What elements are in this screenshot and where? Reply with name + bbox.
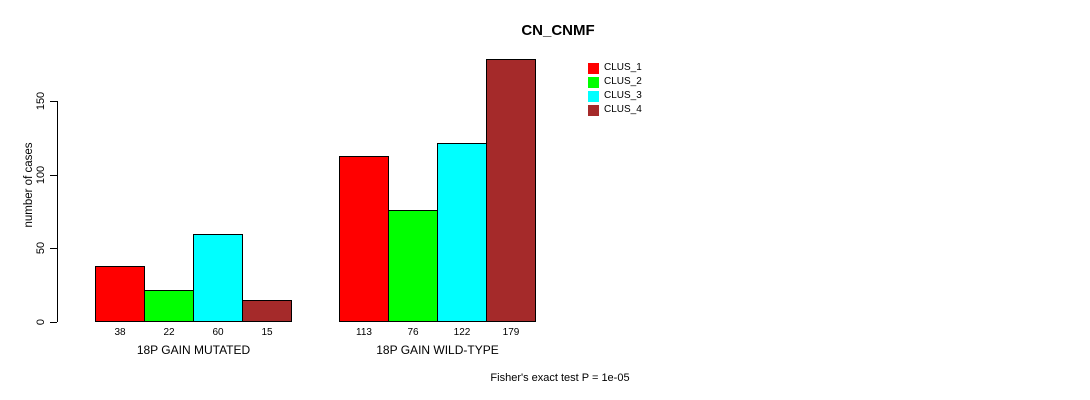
bar-value-label: 15	[261, 327, 273, 338]
legend-label: CLUS_3	[604, 90, 642, 101]
bar-clus_4	[242, 300, 292, 322]
y-axis-tick-label: 50	[35, 241, 47, 255]
legend-item: CLUS_3	[588, 90, 642, 102]
bar-clus_3	[193, 234, 243, 322]
y-axis-tick	[50, 322, 57, 323]
y-axis-tick	[50, 101, 57, 102]
y-axis-tick-label: 150	[35, 91, 47, 111]
legend-label: CLUS_2	[604, 76, 642, 87]
y-axis-tick	[50, 175, 57, 176]
y-axis-tick	[50, 248, 57, 249]
legend-label: CLUS_4	[604, 104, 642, 115]
x-category-label: 18P GAIN MUTATED	[136, 343, 251, 357]
y-axis-tick-label: 100	[35, 165, 47, 185]
legend-item: CLUS_4	[588, 104, 642, 116]
bar-clus_4	[486, 59, 536, 322]
bar-value-label: 179	[502, 327, 520, 338]
legend-item: CLUS_2	[588, 76, 642, 88]
bar-value-label: 38	[114, 327, 126, 338]
legend-label: CLUS_1	[604, 62, 642, 73]
bar-clus_1	[95, 266, 145, 322]
y-axis-tick-label: 0	[35, 318, 47, 326]
bar-clus_1	[339, 156, 389, 322]
legend-swatch-clus_4	[588, 104, 599, 116]
legend-item: CLUS_1	[588, 62, 642, 74]
annotation-text: Fisher's exact test P = 1e-05	[490, 372, 630, 384]
bar-clus_3	[437, 143, 487, 322]
bar-value-label: 60	[212, 327, 224, 338]
y-axis-line	[57, 101, 58, 322]
bar-value-label: 76	[407, 327, 419, 338]
y-axis-label: number of cases	[23, 142, 35, 228]
bar-clus_2	[144, 290, 194, 322]
legend-swatch-clus_1	[588, 62, 599, 74]
bar-value-label: 22	[163, 327, 175, 338]
chart-title: CN_CNMF	[521, 22, 595, 39]
bar-value-label: 113	[356, 327, 372, 338]
bar-value-label: 122	[453, 327, 471, 338]
bar-clus_2	[388, 210, 438, 322]
legend-swatch-clus_2	[588, 76, 599, 88]
x-category-label: 18P GAIN WILD-TYPE	[376, 343, 499, 357]
legend-swatch-clus_3	[588, 90, 599, 102]
